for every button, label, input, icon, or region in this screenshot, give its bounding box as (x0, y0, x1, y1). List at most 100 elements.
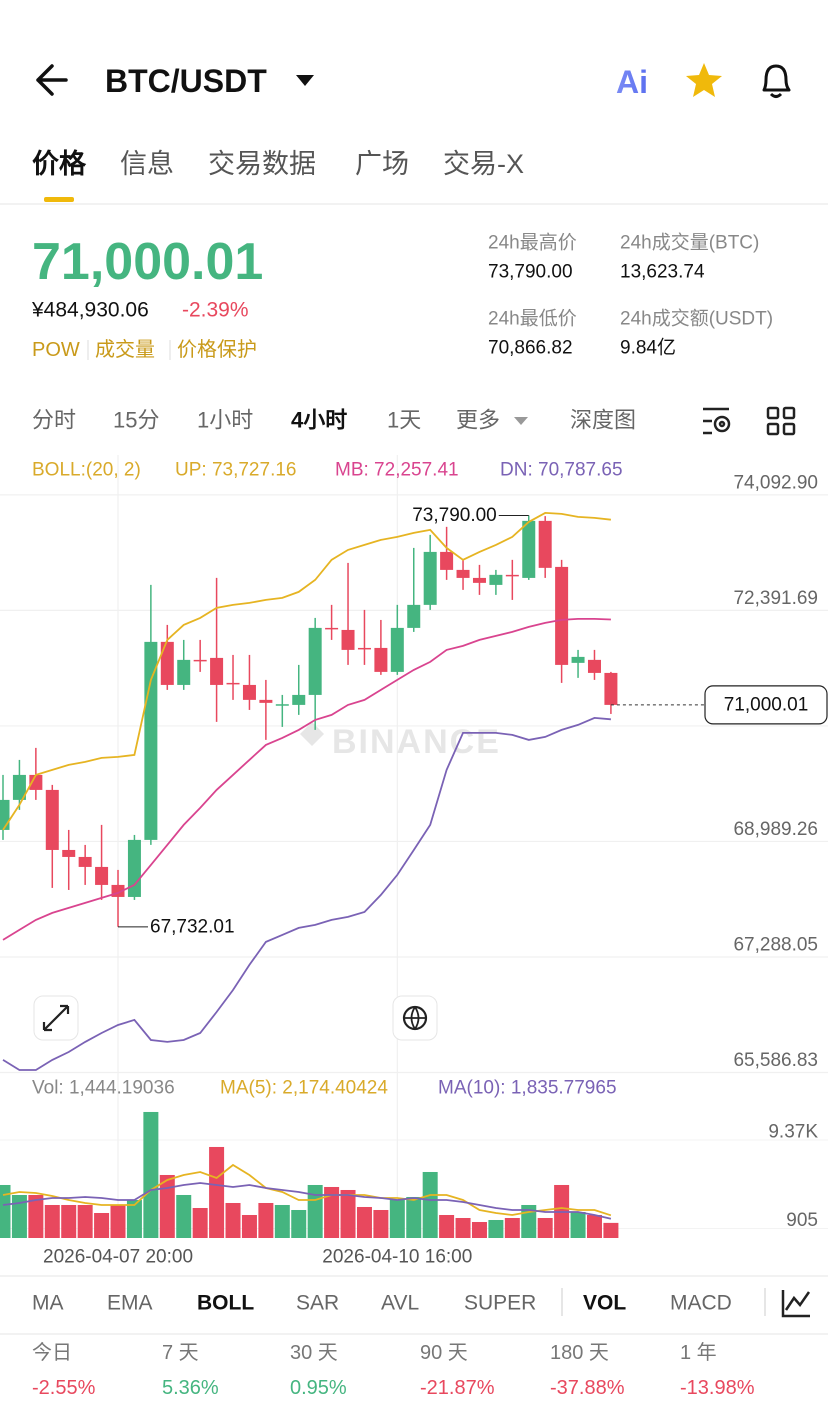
volume-bar (143, 1111, 159, 1238)
indicator-tab[interactable]: MA (32, 1292, 64, 1315)
candle-body (587, 659, 601, 673)
period-label[interactable]: 今日 (32, 1341, 72, 1364)
indicator-tab[interactable]: BOLL (197, 1292, 254, 1315)
candle-body (571, 656, 585, 663)
candle-body (275, 704, 289, 706)
tab[interactable]: 信息 (120, 149, 174, 179)
indicator-tab[interactable]: SUPER (464, 1292, 536, 1315)
tab[interactable]: 价格 (32, 149, 87, 179)
candle-body (538, 520, 552, 568)
volume-bar (94, 1212, 110, 1238)
tab[interactable]: 交易数据 (208, 149, 316, 179)
volume-bar (241, 1214, 257, 1238)
candle-body (78, 856, 92, 867)
volume-ma-line (2, 1163, 612, 1217)
indicator-tab[interactable]: EMA (107, 1292, 153, 1315)
stat-value: 13,623.74 (620, 262, 705, 283)
interval-tab[interactable]: 深度图 (570, 408, 636, 433)
volume-bar (422, 1171, 438, 1238)
y-tick-label: 72,391.69 (733, 588, 818, 609)
indicator-tab[interactable]: MACD (670, 1292, 732, 1315)
legend-item: DN: 70,787.65 (500, 460, 623, 481)
period-change[interactable]: -13.98% (680, 1377, 755, 1399)
chart-settings-icon[interactable] (703, 407, 731, 435)
volume-bar (439, 1214, 455, 1238)
stat-value: 70,866.82 (488, 338, 573, 359)
candle-body (95, 866, 109, 885)
volume-bar (307, 1184, 323, 1238)
candle-body (210, 657, 224, 685)
volume-bar (0, 1184, 11, 1238)
ai-button[interactable]: Ai (616, 64, 648, 100)
period-label[interactable]: 30 天 (290, 1342, 338, 1364)
network-button[interactable] (392, 995, 438, 1041)
indicator-tab[interactable]: AVL (381, 1292, 419, 1315)
candle-body (472, 577, 486, 583)
tab[interactable]: 广场 (355, 149, 409, 179)
period-label[interactable]: 1 年 (680, 1341, 717, 1364)
interval-tab[interactable]: 1小时 (197, 408, 253, 433)
stat-label: 24h最高价 (488, 232, 577, 254)
interval-tab[interactable]: 15分 (113, 408, 159, 433)
volume-bar (192, 1207, 208, 1238)
volume-bar (209, 1146, 225, 1238)
candle-body (308, 627, 322, 695)
candle-body (374, 647, 388, 672)
more-dropdown[interactable] (514, 417, 528, 425)
candle-body (259, 699, 273, 703)
volume-bar (537, 1217, 553, 1238)
bell-icon[interactable] (762, 64, 791, 98)
y-tick-label: 65,586.83 (733, 1050, 818, 1071)
volume-bar (11, 1194, 27, 1238)
candle-body (29, 774, 43, 790)
price-tag[interactable]: 价格保护 (177, 338, 257, 361)
last-price-tag (704, 685, 828, 725)
boll-line (2, 618, 611, 941)
volume-bar (44, 1204, 60, 1238)
interval-tab[interactable]: 4小时 (291, 408, 347, 433)
interval-tab[interactable]: 更多 (456, 408, 500, 433)
volume-bar (159, 1174, 175, 1238)
volume-bar (274, 1204, 290, 1238)
interval-tab[interactable]: 1天 (387, 408, 421, 433)
indicator-tab[interactable]: VOL (583, 1292, 626, 1315)
period-label[interactable]: 180 天 (550, 1342, 609, 1364)
indicator-settings-icon[interactable] (781, 1290, 811, 1318)
period-label[interactable]: 7 天 (162, 1342, 199, 1364)
period-label[interactable]: 90 天 (420, 1342, 468, 1364)
indicator-tab[interactable]: SAR (296, 1292, 339, 1315)
legend-item: BOLL:(20, 2) (32, 460, 141, 481)
stat-value: 9.84亿 (620, 337, 676, 359)
volume-bar (471, 1221, 487, 1238)
pair-dropdown[interactable] (296, 75, 314, 86)
candle-body (456, 569, 470, 578)
volume-bar (488, 1219, 504, 1238)
fullscreen-button[interactable] (33, 995, 79, 1041)
favorite-star[interactable] (686, 63, 722, 97)
candle-body (62, 849, 76, 857)
stat-label: 24h成交量(BTC) (620, 232, 759, 254)
volume-tick-label: 9.37K (768, 1121, 818, 1142)
period-change[interactable]: 0.95% (290, 1377, 347, 1399)
volume-bar (258, 1202, 274, 1238)
period-change[interactable]: 5.36% (162, 1377, 219, 1399)
interval-tab[interactable]: 分时 (32, 408, 76, 433)
candle-body (193, 659, 207, 662)
back-button[interactable] (36, 64, 68, 96)
y-tick-label: 68,989.26 (733, 819, 818, 840)
price-tag[interactable]: 成交量 (95, 338, 155, 361)
tab[interactable]: 交易-X (443, 149, 524, 179)
volume-bar (406, 1196, 422, 1238)
stat-value: 73,790.00 (488, 262, 573, 283)
volume-bar (324, 1186, 340, 1238)
price-tag[interactable]: POW (32, 339, 80, 361)
layout-icon[interactable] (766, 406, 796, 436)
candle-body (160, 641, 174, 685)
pair-title[interactable]: BTC/USDT (105, 63, 267, 99)
period-change[interactable]: -37.88% (550, 1377, 625, 1399)
candle-body (341, 629, 355, 650)
period-change[interactable]: -21.87% (420, 1377, 495, 1399)
period-change[interactable]: -2.55% (32, 1377, 96, 1399)
watermark: BINANCE (332, 723, 501, 761)
candle-body (357, 647, 371, 650)
